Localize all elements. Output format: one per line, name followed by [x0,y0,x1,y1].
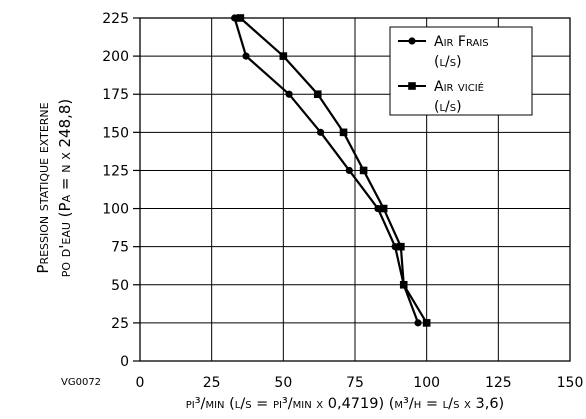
legend-unit-2: (l/s) [434,99,462,115]
legend-marker-circle [408,37,416,45]
y-tick-label: 50 [111,278,129,294]
x-tick-label: 150 [557,375,584,391]
data-point-circle [414,319,422,327]
x-tick-label: 50 [274,375,292,391]
data-point-square [422,319,431,327]
data-point-circle [317,128,325,136]
legend-marker-square [408,82,416,90]
figure-code: VG0072 [61,377,101,388]
y-tick-label: 75 [111,240,129,256]
x-tick-label: 0 [136,375,145,391]
data-point-circle [391,243,399,251]
data-point-circle [242,52,250,60]
data-point-square [379,204,388,213]
data-point-square [359,166,368,175]
data-point-square [279,52,288,60]
legend-unit-1: (l/s) [434,54,462,70]
y-tick-label: 225 [102,11,129,27]
y-tick-label: 175 [102,87,129,103]
axis-layer: 0 25 50 75 100 125 150 0 25 50 75 100 125 150 175 200 22… [102,11,583,391]
x-axis-label: pi³/min (l/s = pi³/min x 0,4719) (m³/h =… [186,396,504,412]
legend: Air Frais (l/s) Air vicié (l/s) [389,26,533,116]
axis-labels: Pression statique externe po d'eau (Pa =… [34,99,504,412]
data-point-square [339,128,348,137]
legend-label-2: Air vicié [434,79,484,95]
legend-label-1: Air Frais [434,34,489,50]
y-tick-label: 125 [102,163,129,179]
y-tick-label: 200 [102,49,129,65]
y-tick-label: 150 [102,125,129,141]
y-tick-label: 100 [102,202,129,218]
data-point-square [397,242,405,251]
x-tick-label: 75 [346,375,364,391]
x-tick-label: 125 [485,375,512,391]
data-point-square [399,280,408,289]
y-axis-label-line-1: Pression statique externe [34,102,52,273]
y-tick-label: 0 [120,354,129,370]
x-tick-label: 100 [413,375,440,391]
data-point-circle [374,204,382,213]
plot-frame [139,17,571,362]
data-point-circle [231,14,239,22]
x-tick-label: 25 [203,375,221,391]
data-point-square [313,90,322,99]
y-axis-label-line-2: po d'eau (Pa = n x 248,8) [56,99,74,278]
series-layer [231,14,431,327]
y-tick-label: 25 [111,316,129,332]
data-point-circle [285,90,293,98]
data-point-square [236,14,245,22]
data-point-circle [345,166,353,175]
